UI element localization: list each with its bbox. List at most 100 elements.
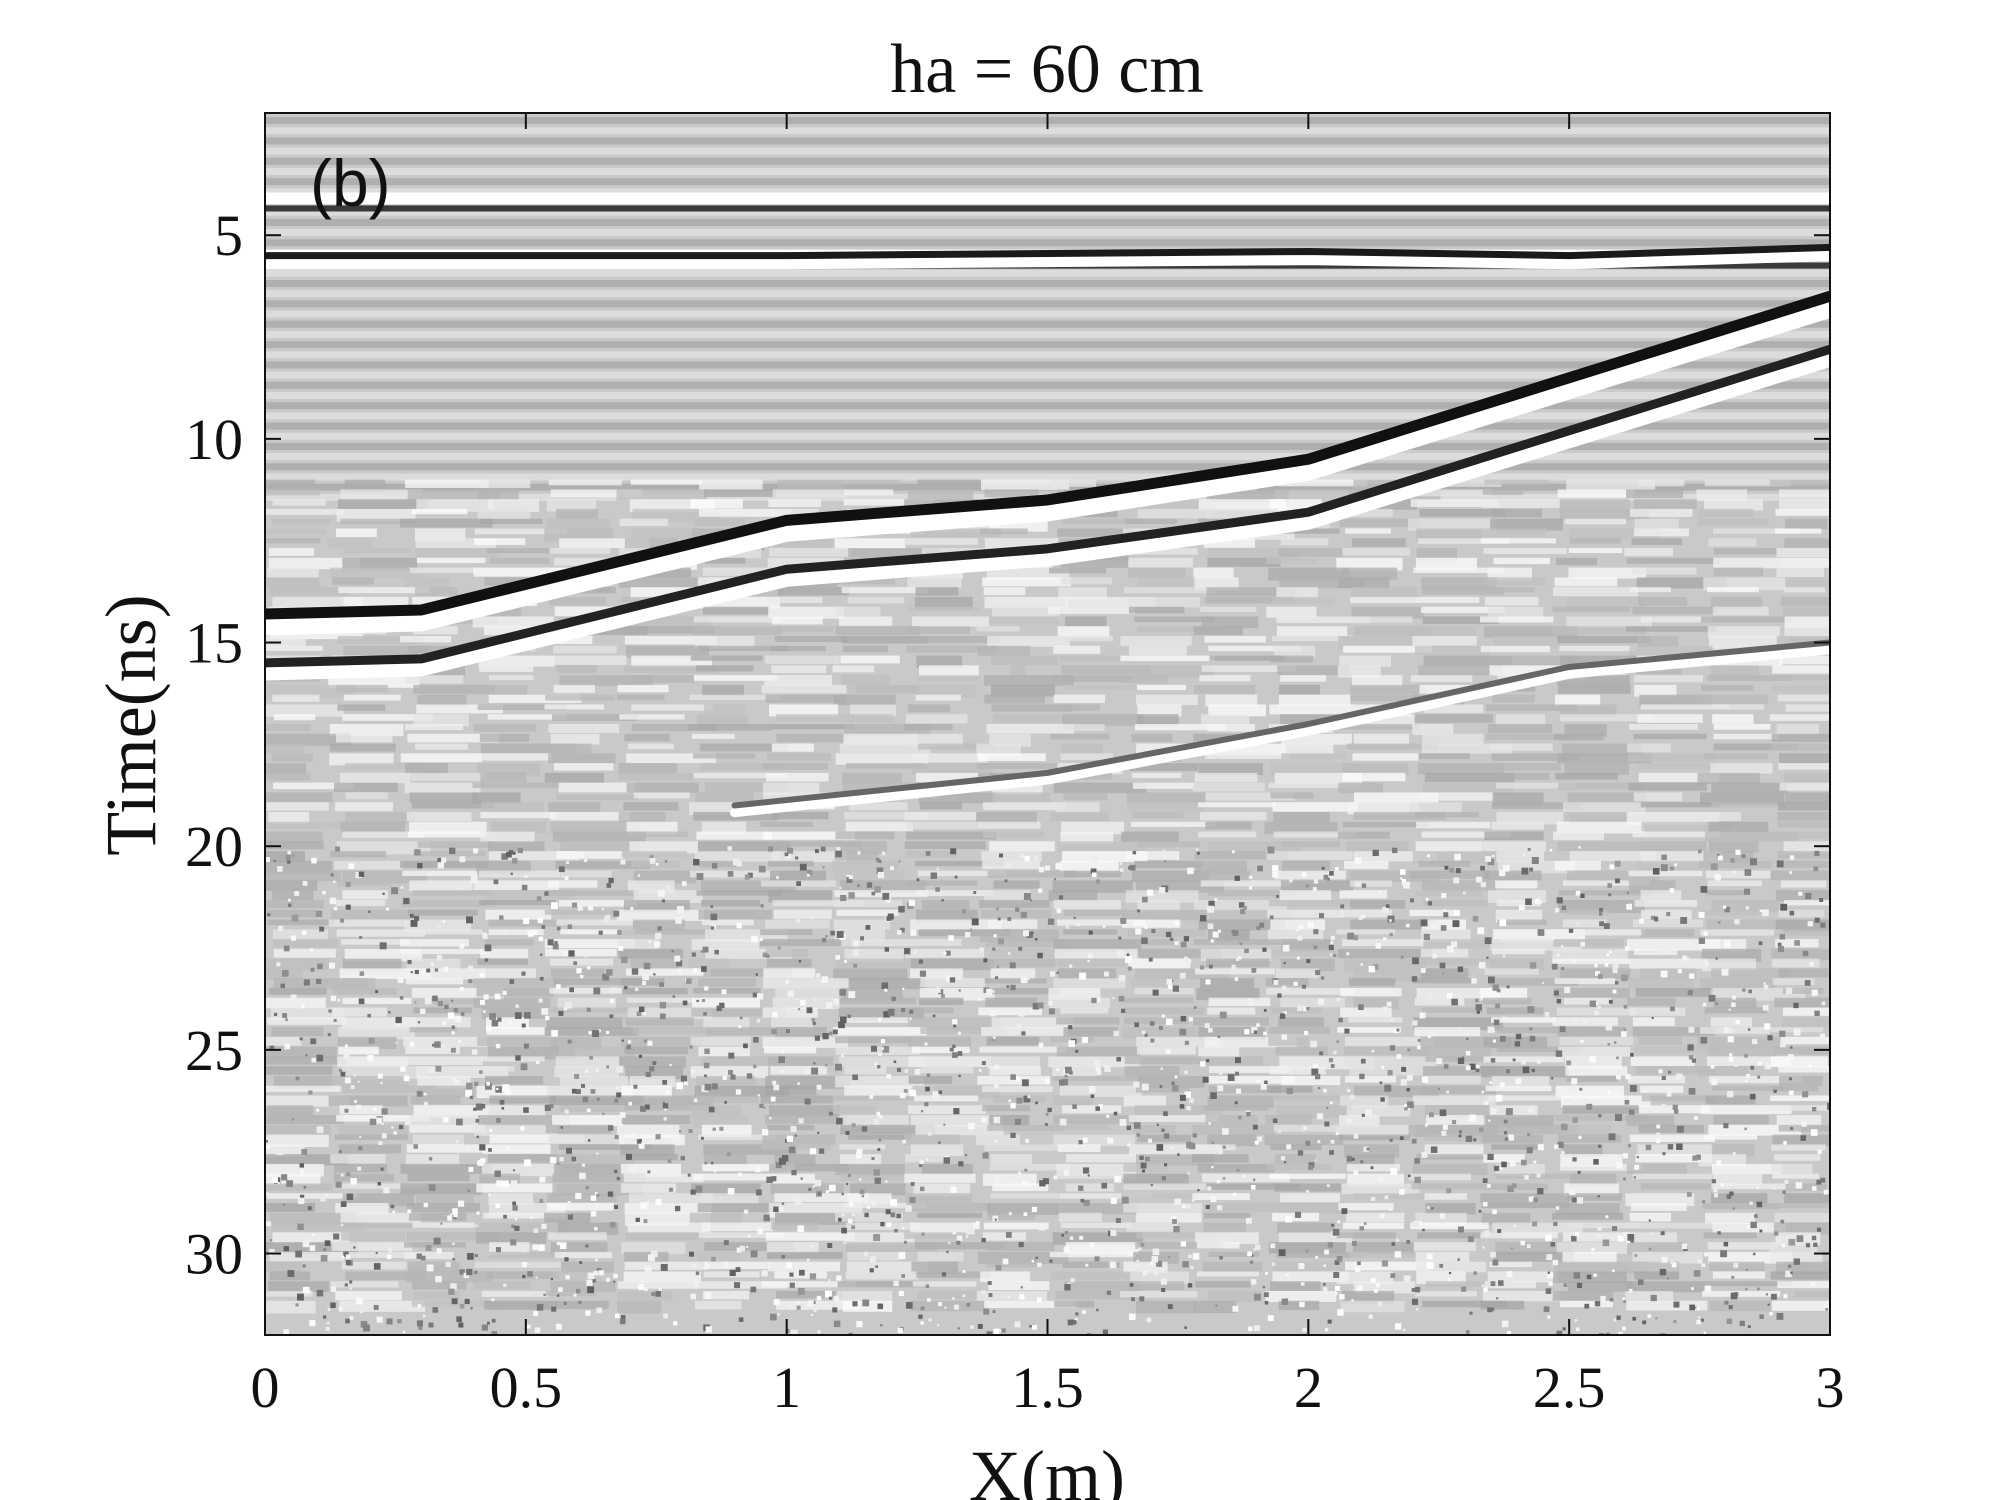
radar-speckle [594, 1202, 600, 1209]
radar-speckle [602, 973, 610, 981]
radar-speckle [372, 1107, 377, 1111]
radar-noise-band [1270, 1007, 1323, 1014]
radar-speckle [704, 1048, 710, 1055]
radar-noise-band [328, 1095, 408, 1107]
radar-speckle [479, 1144, 486, 1151]
radar-speckle [311, 1057, 317, 1063]
radar-noise-band [1564, 763, 1630, 775]
radar-noise-band [343, 548, 412, 554]
radar-noise-band [549, 743, 592, 754]
radar-speckle [1344, 1028, 1350, 1034]
radar-speckle [786, 1262, 792, 1269]
radar-speckle [1612, 989, 1617, 994]
radar-speckle [1391, 1242, 1396, 1246]
radar-noise-band [402, 870, 478, 876]
radar-speckle [1648, 1219, 1651, 1222]
radar-noise-band [839, 1056, 925, 1067]
radar-noise-band [409, 1027, 457, 1033]
radar-noise-band [976, 763, 1071, 770]
radar-noise-band [1344, 1075, 1397, 1083]
radar-speckle [373, 1263, 381, 1270]
radar-speckle [450, 1283, 457, 1290]
radar-speckle [1151, 929, 1156, 934]
radar-speckle [1364, 1222, 1367, 1225]
radar-speckle [453, 1008, 458, 1013]
radar-noise-band [1416, 548, 1457, 561]
radar-speckle [330, 873, 334, 877]
radar-speckle [1166, 965, 1169, 969]
radar-speckle [465, 1090, 472, 1097]
radar-speckle [330, 1286, 337, 1292]
radar-speckle [952, 1019, 958, 1025]
radar-speckle [583, 1253, 587, 1257]
radar-speckle [856, 1320, 863, 1328]
radar-speckle [1300, 1282, 1305, 1286]
radar-noise-band [906, 1203, 991, 1212]
radar-speckle [1079, 1235, 1084, 1240]
radar-noise-band [984, 978, 1047, 984]
radar-noise-band [691, 1095, 759, 1104]
radar-speckle [536, 1304, 544, 1311]
radar-speckle [1036, 1183, 1042, 1189]
radar-noise-band [832, 1095, 915, 1101]
radar-speckle [1687, 1044, 1694, 1051]
radar-noise-band [1486, 704, 1577, 711]
radar-speckle [1512, 1058, 1516, 1062]
radar-speckle [1724, 940, 1731, 948]
radar-noise-band [265, 821, 346, 829]
radar-noise-band [1269, 704, 1355, 715]
radar-noise-band [408, 645, 463, 653]
radar-speckle [905, 1205, 912, 1212]
radar-noise-band [1625, 626, 1717, 632]
radar-speckle [1238, 1115, 1242, 1120]
radar-noise-band [1353, 811, 1446, 820]
radar-noise-band [1705, 870, 1771, 879]
radar-noise-band [1274, 772, 1363, 784]
radar-noise-band [978, 1007, 1043, 1016]
radar-noise-band [1126, 851, 1180, 860]
radar-noise-band [1783, 606, 1830, 620]
radar-noise-band [1701, 684, 1754, 692]
radar-speckle [944, 1306, 947, 1309]
radar-speckle [470, 1307, 473, 1310]
radar-speckle [1034, 856, 1039, 860]
radar-noise-band [266, 802, 329, 811]
radar-speckle [1572, 1157, 1577, 1162]
radar-noise-band [904, 841, 986, 850]
radar-speckle [814, 1035, 821, 1041]
radar-speckle [925, 851, 931, 856]
radar-speckle [817, 1192, 821, 1195]
radar-noise-band [472, 616, 560, 628]
radar-speckle [420, 950, 424, 955]
radar-speckle [681, 881, 687, 886]
radar-speckle [903, 1089, 908, 1094]
radar-noise-band [554, 763, 614, 771]
radar-noise-band [625, 1232, 699, 1241]
radar-noise-band [762, 1007, 818, 1018]
radar-speckle [1069, 1236, 1074, 1240]
radar-noise-band [1708, 1075, 1803, 1084]
radar-speckle [807, 869, 813, 876]
radar-noise-band [1125, 1007, 1205, 1015]
radar-noise-band [763, 968, 816, 978]
radar-noise-band [1706, 890, 1748, 896]
radar-noise-band [766, 1242, 819, 1254]
radar-speckle [1127, 1250, 1133, 1256]
radar-speckle [1265, 1271, 1268, 1275]
radar-noise-band [1640, 968, 1697, 980]
radar-noise-band [1496, 851, 1544, 863]
radar-speckle [1187, 1283, 1193, 1288]
radar-speckle [1452, 920, 1460, 928]
radar-noise-band [918, 675, 980, 682]
radar-speckle [603, 917, 610, 923]
radar-speckle [1294, 1211, 1302, 1218]
radar-speckle [1283, 1161, 1287, 1164]
radar-noise-band [1352, 753, 1419, 761]
radar-speckle [1390, 1167, 1398, 1175]
radar-noise-band [1558, 890, 1652, 896]
radar-speckle [414, 1001, 417, 1004]
radar-speckle [1783, 1141, 1787, 1145]
radar-noise-band [345, 792, 388, 800]
radar-speckle [617, 930, 622, 935]
radar-speckle [899, 927, 905, 933]
